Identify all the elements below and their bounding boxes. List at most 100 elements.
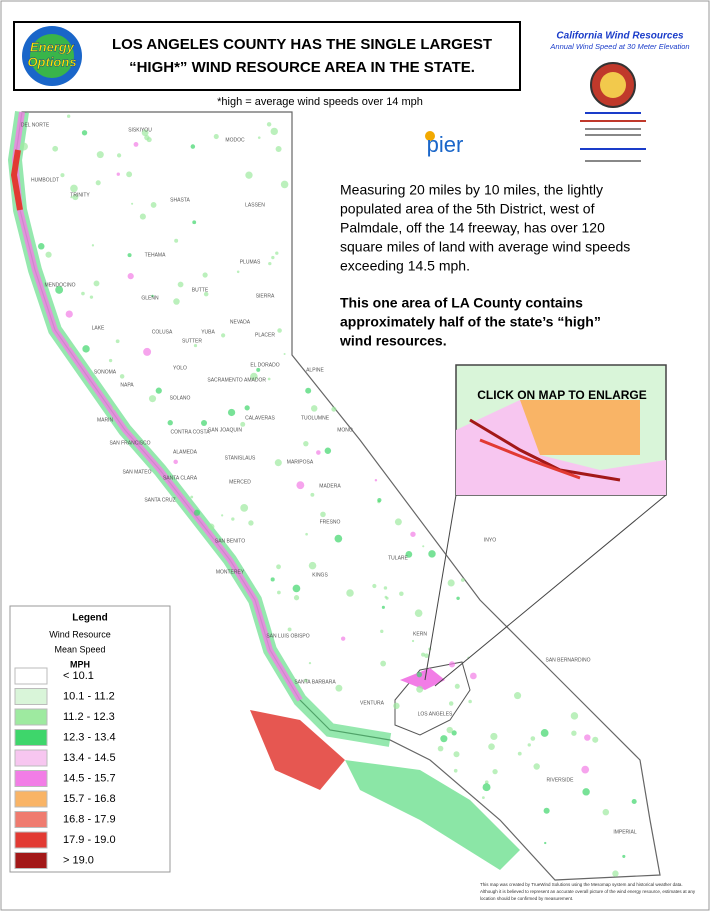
wind-speckle	[127, 253, 132, 258]
county-label: BUTTE	[192, 287, 209, 293]
wind-speckle	[405, 550, 413, 558]
emphasis-line: This one area of LA County contains	[340, 295, 583, 311]
county-label: NAPA	[120, 382, 134, 388]
wind-speckle	[173, 459, 178, 465]
wind-speckle	[540, 729, 549, 737]
logo-text: Energy	[30, 39, 75, 54]
wind-speckle	[468, 699, 472, 704]
county-label: LASSEN	[245, 202, 265, 208]
logo-inner	[30, 34, 74, 78]
wind-speckle	[93, 280, 100, 287]
wind-speckle	[141, 129, 149, 137]
wind-speckle	[70, 196, 73, 199]
logo-text: Options	[27, 54, 76, 69]
county-label: MONO	[337, 427, 353, 433]
legend-swatch	[14, 667, 48, 685]
county-label: ALAMEDA	[173, 449, 198, 455]
wind-speckle	[37, 242, 45, 250]
county-label: KERN	[413, 631, 427, 637]
wind-speckle	[82, 345, 90, 353]
county-label: STANISLAUS	[225, 455, 256, 461]
county-label: KINGS	[312, 572, 328, 578]
disclaimer-line: location should be confirmed by measurem…	[480, 896, 573, 901]
legend: Legend MPH Wind Resource Mean Speed < 10.1…	[9, 605, 171, 873]
wind-speckle	[266, 122, 272, 127]
county-label: SANTA BARBARA	[294, 679, 336, 685]
county-label: SAN BERNARDINO	[545, 657, 590, 663]
wind-speckle	[148, 395, 157, 403]
wind-speckle	[213, 134, 219, 140]
wind-speckle	[308, 661, 312, 665]
wind-speckle	[245, 171, 253, 179]
fine-print	[585, 160, 641, 162]
wind-speckle	[411, 639, 415, 643]
wind-speckle	[208, 523, 215, 530]
wind-speckle	[96, 151, 104, 159]
wind-speckle	[447, 579, 455, 587]
legend-label: 10.1 - 11.2	[63, 690, 115, 702]
wind-speckle	[256, 367, 261, 372]
wind-speckle	[155, 387, 162, 394]
wind-speckle	[190, 144, 196, 149]
wind-speckle	[126, 171, 133, 178]
county-label: MARIN	[97, 417, 114, 423]
inset-ridge	[479, 438, 581, 480]
title-box	[13, 21, 521, 91]
legend-swatch	[14, 688, 48, 705]
fine-print	[585, 128, 641, 130]
wind-speckle	[240, 421, 246, 427]
wind-speckle	[268, 261, 272, 266]
wind-speckle	[167, 420, 173, 426]
wind-speckle	[203, 291, 209, 297]
wind-speckle	[346, 589, 354, 597]
legend-swatch	[14, 852, 48, 869]
wind-speckle	[470, 672, 477, 680]
wind-speckle	[393, 702, 400, 710]
wind-speckle	[116, 153, 122, 158]
legend-unit: MPH	[70, 659, 90, 669]
wind-speckle	[271, 255, 275, 260]
california-map: DEL NORTE SISKIYOU MODOC HUMBOLDT TRINITY SHA…	[7, 110, 661, 881]
wind-speckle	[72, 194, 79, 201]
wind-speckle	[492, 768, 498, 775]
county-label: SANTA CLARA	[163, 475, 198, 481]
wind-speckle	[248, 520, 254, 526]
wind-speckle	[448, 701, 454, 706]
wind-speckle	[488, 743, 495, 750]
wind-speckle	[81, 130, 88, 136]
county-label: VENTURA	[360, 700, 385, 706]
wind-speckle	[305, 532, 308, 536]
wind-speckle	[283, 352, 286, 356]
wind-speckle	[277, 328, 282, 333]
wind-speckle	[383, 586, 388, 590]
wind-speckle	[612, 870, 619, 877]
wind-speckle	[276, 564, 281, 570]
wind-speckle	[139, 213, 146, 220]
county-label: PLUMAS	[240, 259, 261, 265]
wind-speckle	[592, 736, 599, 743]
wind-speckle	[60, 173, 65, 178]
legend-swatch	[14, 708, 48, 726]
wind-speckle	[414, 609, 423, 618]
wind-speckle	[456, 596, 460, 601]
wind-speckle	[454, 683, 460, 689]
county-label: HUMBOLDT	[31, 177, 59, 183]
legend-label: 14.5 - 15.7	[63, 772, 116, 784]
channel-high-wind	[250, 710, 345, 790]
county-label: CONTRA COSTA	[170, 429, 210, 435]
inset-label[interactable]: CLICK ON MAP TO ENLARGE	[477, 388, 647, 402]
county-label: LOS ANGELES	[418, 711, 453, 717]
legend-swatch	[14, 770, 48, 787]
agency-subtitle: Annual Wind Speed at 30 Meter Elevation	[549, 42, 689, 51]
county-label: MENDOCINO	[44, 282, 75, 288]
inset-map[interactable]: CLICK ON MAP TO ENLARGE	[455, 364, 667, 496]
wind-speckle	[422, 545, 425, 548]
county-label: AMADOR	[244, 377, 266, 383]
county-label: CALAVERAS	[245, 415, 275, 421]
legend-label: < 10.1	[63, 670, 94, 682]
county-label: MARIPOSA	[287, 459, 314, 465]
wind-speckle	[81, 291, 85, 296]
county-label: FRESNO	[320, 519, 341, 525]
wind-speckle	[227, 408, 236, 417]
